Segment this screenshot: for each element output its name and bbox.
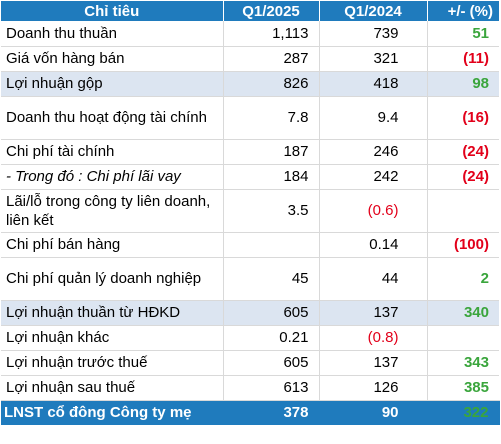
row-label: Lợi nhuận thuần từ HĐKD <box>1 300 224 326</box>
value-change: (24) <box>427 164 499 190</box>
table-row-interest-expense: - Trong đó : Chi phí lãi vay 184 242 (24… <box>1 164 499 190</box>
row-label: Giá vốn hàng bán <box>1 46 224 72</box>
header-indicator: Chỉ tiêu <box>1 1 224 21</box>
value-change: 98 <box>427 71 499 97</box>
row-label: LNST cổ đông Công ty mẹ <box>1 400 224 425</box>
table-row-gross-profit: Lợi nhuận gộp 826 418 98 <box>1 71 499 97</box>
value-q1-2024: (0.8) <box>319 325 428 351</box>
value-q1-2025: 613 <box>223 375 320 401</box>
row-label: Lợi nhuận sau thuế <box>1 375 224 401</box>
value-q1-2024: 321 <box>319 46 428 72</box>
value-q1-2024: 739 <box>319 21 428 47</box>
table-row-financial-income: Doanh thu hoạt động tài chính 7.8 9.4 (1… <box>1 96 499 140</box>
value-q1-2024: (0.6) <box>319 189 428 233</box>
value-q1-2024: 137 <box>319 350 428 376</box>
value-change: 2 <box>427 257 499 301</box>
table-row-other-profit: Lợi nhuận khác 0.21 (0.8) <box>1 325 499 351</box>
row-label: Lợi nhuận trước thuế <box>1 350 224 376</box>
value-change: (16) <box>427 96 499 140</box>
table-row-profit-after-tax: Lợi nhuận sau thuế 613 126 385 <box>1 375 499 401</box>
row-label: Lợi nhuận gộp <box>1 71 224 97</box>
value-q1-2025: 3.5 <box>223 189 320 233</box>
value-q1-2024: 9.4 <box>319 96 428 140</box>
row-label: - Trong đó : Chi phí lãi vay <box>1 164 224 190</box>
value-q1-2024: 90 <box>319 400 428 425</box>
value-q1-2025: 187 <box>223 139 320 165</box>
value-change: 51 <box>427 21 499 47</box>
table-row-selling-expense: Chi phí bán hàng 0.14 (100) <box>1 232 499 258</box>
row-label: Lợi nhuận khác <box>1 325 224 351</box>
header-row: Chỉ tiêu Q1/2025 Q1/2024 +/- (%) <box>1 1 499 21</box>
header-q1-2024: Q1/2024 <box>319 1 428 21</box>
table-row-admin-expense: Chi phí quản lý doanh nghiệp 45 44 2 <box>1 257 499 301</box>
table-row-net-revenue: Doanh thu thuần 1,113 739 51 <box>1 21 499 47</box>
value-q1-2025: 1,113 <box>223 21 320 47</box>
value-change: (24) <box>427 139 499 165</box>
value-q1-2025: 826 <box>223 71 320 97</box>
table-row-cogs: Giá vốn hàng bán 287 321 (11) <box>1 46 499 72</box>
value-q1-2024: 0.14 <box>319 232 428 258</box>
table-row-parent-profit: LNST cổ đông Công ty mẹ 378 90 322 <box>1 400 500 425</box>
table-row-associates-jv: Lãi/lỗ trong công ty liên doanh, liên kế… <box>1 189 499 233</box>
value-change: 385 <box>427 375 499 401</box>
header-change-pct: +/- (%) <box>427 1 499 21</box>
value-q1-2024: 418 <box>319 71 428 97</box>
value-q1-2025: 378 <box>223 400 320 425</box>
financial-results-table: Chỉ tiêu Q1/2025 Q1/2024 +/- (%) Doanh t… <box>1 1 500 425</box>
row-label: Chi phí tài chính <box>1 139 224 165</box>
value-q1-2025: 0.21 <box>223 325 320 351</box>
value-q1-2024: 246 <box>319 139 428 165</box>
value-change: (11) <box>427 46 499 72</box>
row-label: Doanh thu hoạt động tài chính <box>1 96 224 140</box>
value-change: (100) <box>427 232 499 258</box>
value-q1-2025: 287 <box>223 46 320 72</box>
value-change <box>427 189 499 233</box>
value-change: 343 <box>427 350 499 376</box>
table-row-financial-expense: Chi phí tài chính 187 246 (24) <box>1 139 499 165</box>
value-q1-2024: 126 <box>319 375 428 401</box>
value-q1-2025: 7.8 <box>223 96 320 140</box>
value-q1-2024: 137 <box>319 300 428 326</box>
value-q1-2025 <box>223 232 320 258</box>
value-change: 340 <box>427 300 499 326</box>
row-label: Doanh thu thuần <box>1 21 224 47</box>
row-label: Chi phí bán hàng <box>1 232 224 258</box>
value-q1-2025: 605 <box>223 300 320 326</box>
header-q1-2025: Q1/2025 <box>223 1 320 21</box>
value-change <box>427 325 499 351</box>
row-label: Lãi/lỗ trong công ty liên doanh, liên kế… <box>1 189 224 233</box>
row-label: Chi phí quản lý doanh nghiệp <box>1 257 224 301</box>
value-q1-2024: 242 <box>319 164 428 190</box>
table-row-profit-before-tax: Lợi nhuận trước thuế 605 137 343 <box>1 350 499 376</box>
table-row-operating-profit: Lợi nhuận thuần từ HĐKD 605 137 340 <box>1 300 499 326</box>
value-q1-2024: 44 <box>319 257 428 301</box>
value-q1-2025: 184 <box>223 164 320 190</box>
value-q1-2025: 45 <box>223 257 320 301</box>
value-q1-2025: 605 <box>223 350 320 376</box>
value-change: 322 <box>427 400 500 425</box>
